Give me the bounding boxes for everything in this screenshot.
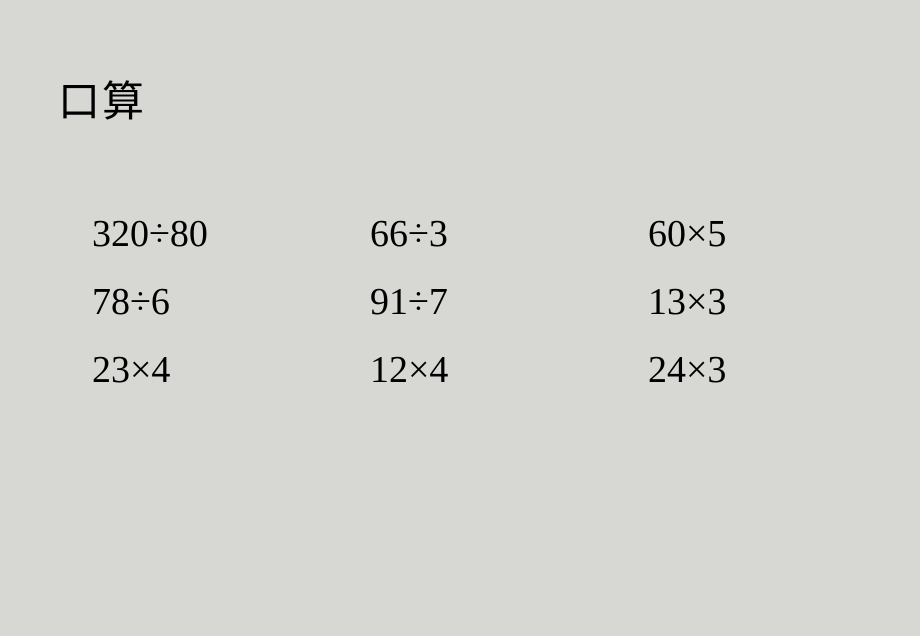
- math-cell: 66÷3: [370, 212, 648, 280]
- math-cell: 78÷6: [92, 280, 370, 348]
- math-cell: 320÷80: [92, 212, 370, 280]
- math-cell: 60×5: [648, 212, 848, 280]
- page-title: 口算: [58, 68, 146, 129]
- math-cell: 13×3: [648, 280, 848, 348]
- math-cell: 12×4: [370, 348, 648, 416]
- math-cell: 23×4: [92, 348, 370, 416]
- math-grid: 320÷80 66÷3 60×5 78÷6 91÷7 13×3 23×4 12×…: [92, 212, 848, 416]
- math-cell: 24×3: [648, 348, 848, 416]
- math-cell: 91÷7: [370, 280, 648, 348]
